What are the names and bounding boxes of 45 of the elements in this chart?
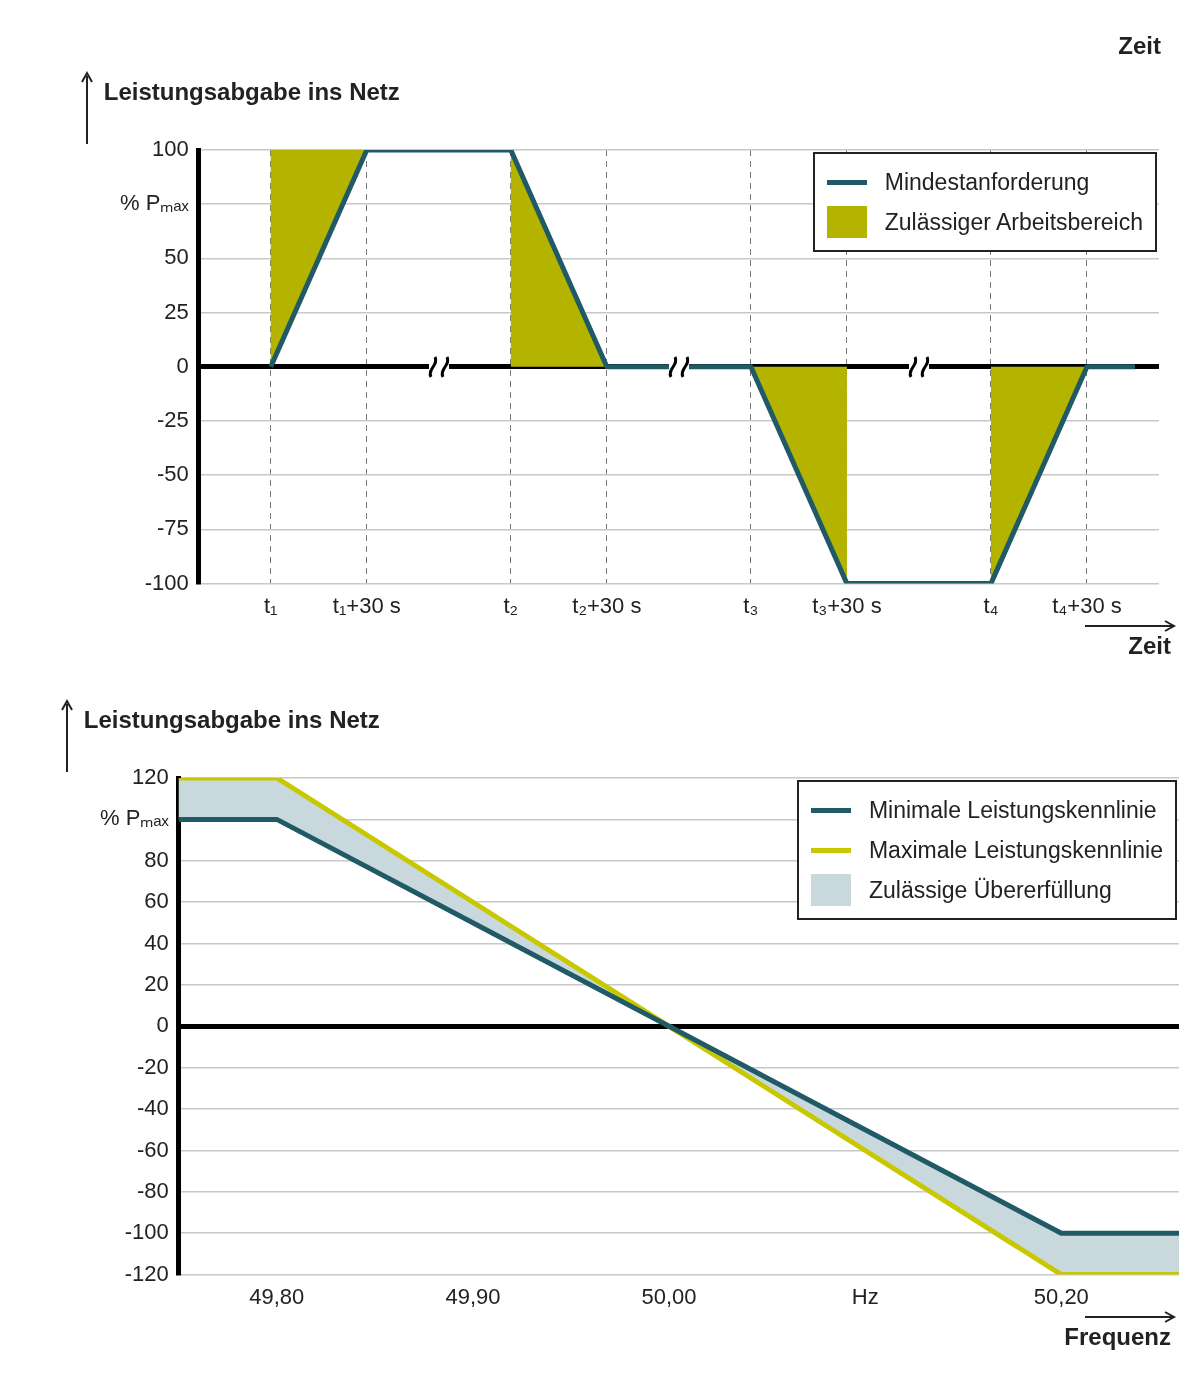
y-tick-label: -75: [156, 515, 189, 541]
y-axis-title: Leistungsabgabe ins Netz: [103, 78, 400, 106]
legend-label: Maximale Leistungskennlinie: [868, 836, 1163, 864]
y-tick-label: -80: [136, 1177, 169, 1203]
y-tick-label: -60: [136, 1136, 169, 1162]
y-tick-label: -50: [156, 461, 189, 487]
y-tick-label: % Pₘₐₓ: [119, 190, 190, 216]
legend-label: Zulässiger Arbeitsbereich: [884, 208, 1143, 236]
x-tick-label: t₂+30 s: [572, 592, 642, 618]
x-axis-title: Zeit: [1128, 631, 1171, 660]
y-axis-title: Leistungsabgabe ins Netz: [83, 706, 380, 734]
x-tick-label: t₄: [983, 592, 999, 618]
y-tick-label: -25: [156, 407, 189, 433]
text: Zeit: [1118, 32, 1161, 60]
x-tick-label: t₃+30 s: [812, 592, 882, 618]
legend-label: Zulässige Übererfüllung: [868, 876, 1112, 904]
x-tick-label: 50,00: [641, 1283, 697, 1309]
y-tick-label: 0: [156, 1012, 169, 1038]
y-tick-label: 25: [164, 298, 189, 324]
x-tick-label: t₄+30 s: [1052, 592, 1122, 618]
legend-label: Mindestanforderung: [884, 168, 1090, 196]
y-tick-label: 120: [132, 764, 169, 790]
y-tick-label: -40: [136, 1095, 169, 1121]
y-tick-label: -100: [124, 1219, 169, 1245]
x-axis-title: Frequenz: [1064, 1322, 1171, 1351]
x-tick-label: t₂: [503, 592, 519, 618]
y-tick-label: 60: [144, 888, 169, 914]
x-tick-label: 49,90: [445, 1283, 501, 1309]
y-tick-label: 50: [164, 244, 189, 270]
y-tick-label: -120: [124, 1260, 169, 1286]
x-tick-label: 49,80: [249, 1283, 305, 1309]
y-tick-label: 80: [144, 846, 169, 872]
y-tick-label: 0: [176, 352, 189, 378]
y-tick-label: 20: [144, 970, 169, 996]
x-tick-label: Hz: [851, 1283, 879, 1309]
y-tick-label: 40: [144, 929, 169, 955]
x-tick-label: t₁: [264, 592, 278, 618]
y-tick-label: % Pₘₐₓ: [99, 805, 170, 831]
x-tick-label: t₁+30 s: [332, 592, 401, 618]
x-tick-label: 50,20: [1033, 1283, 1089, 1309]
y-tick-label: -20: [136, 1053, 169, 1079]
legend-label: Minimale Leistungskennlinie: [868, 796, 1157, 824]
y-tick-label: -100: [144, 569, 189, 595]
x-tick-label: t₃: [743, 592, 759, 618]
y-tick-label: 100: [152, 136, 189, 162]
